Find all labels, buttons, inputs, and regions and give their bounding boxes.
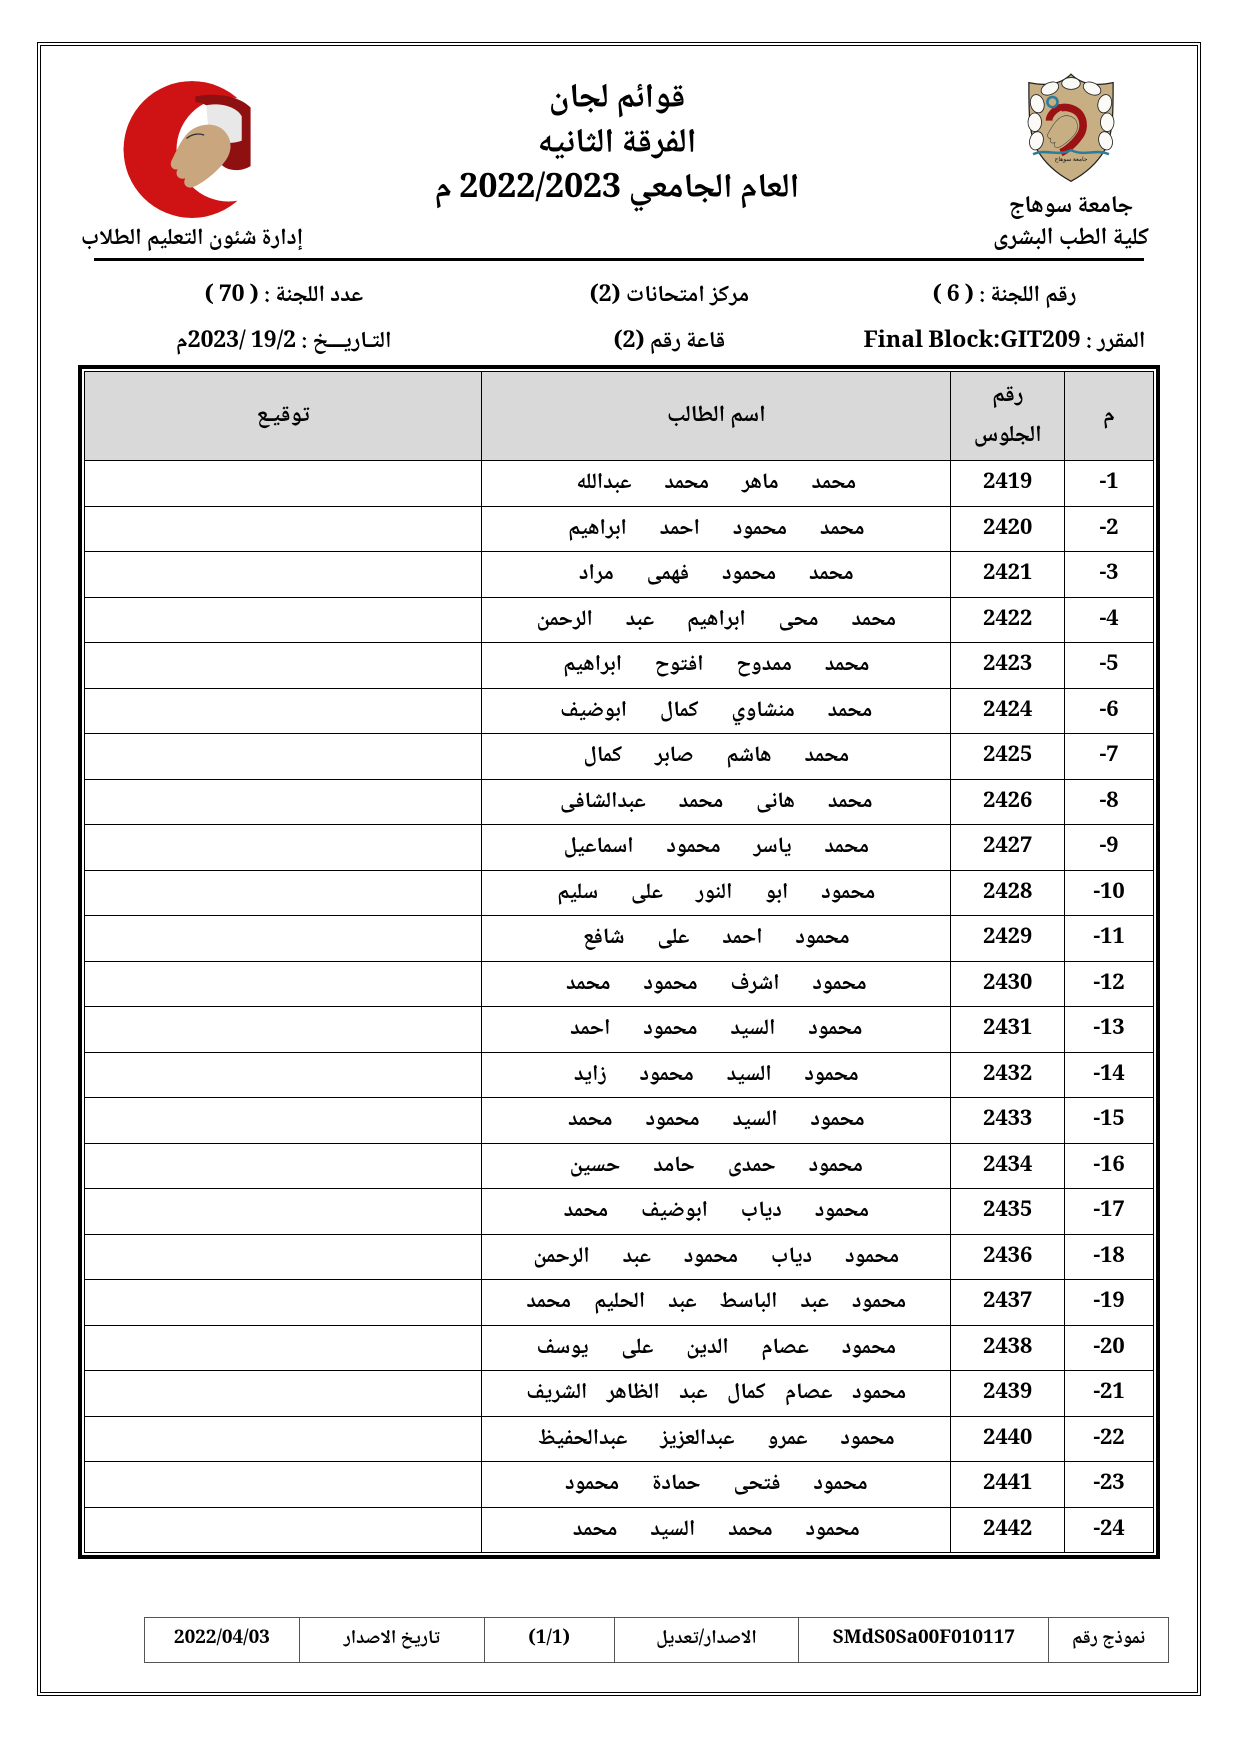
svg-text:جامعة سوهاج: جامعة سوهاج [1055, 156, 1088, 163]
